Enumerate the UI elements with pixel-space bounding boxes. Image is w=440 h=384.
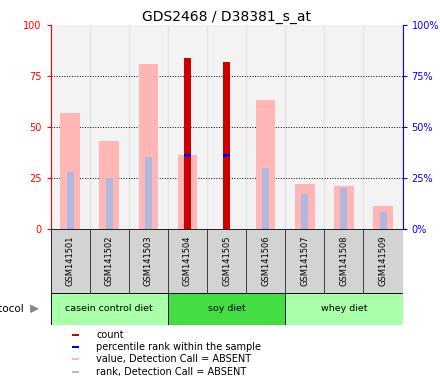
Bar [256,100,275,229]
Bar [295,184,315,229]
Bar [51,25,90,229]
Text: GSM141507: GSM141507 [301,235,309,286]
Bar [129,25,168,229]
Text: GSM141505: GSM141505 [222,235,231,286]
Bar [72,334,79,336]
Bar [207,25,246,229]
Text: GSM141509: GSM141509 [378,235,388,286]
Bar [90,25,129,229]
Bar [301,194,308,229]
Text: count: count [96,330,124,340]
Text: percentile rank within the sample: percentile rank within the sample [96,342,261,352]
Bar [99,141,119,229]
Bar [72,358,79,360]
Bar [373,206,393,229]
Bar [72,371,79,373]
Bar [334,186,354,229]
Bar [262,168,269,229]
Text: GSM141503: GSM141503 [144,235,153,286]
Bar [168,293,285,324]
Text: GSM141502: GSM141502 [105,235,114,286]
Bar [178,156,197,229]
Text: GSM141506: GSM141506 [261,235,270,286]
Text: value, Detection Call = ABSENT: value, Detection Call = ABSENT [96,354,252,364]
Text: GSM141504: GSM141504 [183,235,192,286]
Bar [66,172,73,229]
Bar [363,25,403,229]
Bar [145,157,152,229]
Text: casein control diet: casein control diet [66,305,153,313]
Text: protocol: protocol [0,304,24,314]
Text: GSM141508: GSM141508 [339,235,348,286]
Title: GDS2468 / D38381_s_at: GDS2468 / D38381_s_at [142,10,311,24]
Bar [139,64,158,229]
Bar [106,178,113,229]
Bar [223,154,230,157]
Bar [60,113,80,229]
Bar [380,212,387,229]
Text: whey diet: whey diet [321,305,367,313]
Text: rank, Detection Call = ABSENT: rank, Detection Call = ABSENT [96,367,246,377]
Bar [184,154,191,157]
Bar [324,25,363,229]
Bar [184,58,191,229]
Bar [168,25,207,229]
Bar [72,346,79,348]
Bar [285,25,324,229]
Bar [246,25,285,229]
Bar [223,62,230,229]
Bar [51,293,168,324]
Text: GSM141501: GSM141501 [66,235,75,286]
Text: soy diet: soy diet [208,305,246,313]
Bar [285,293,403,324]
Bar [341,188,348,229]
